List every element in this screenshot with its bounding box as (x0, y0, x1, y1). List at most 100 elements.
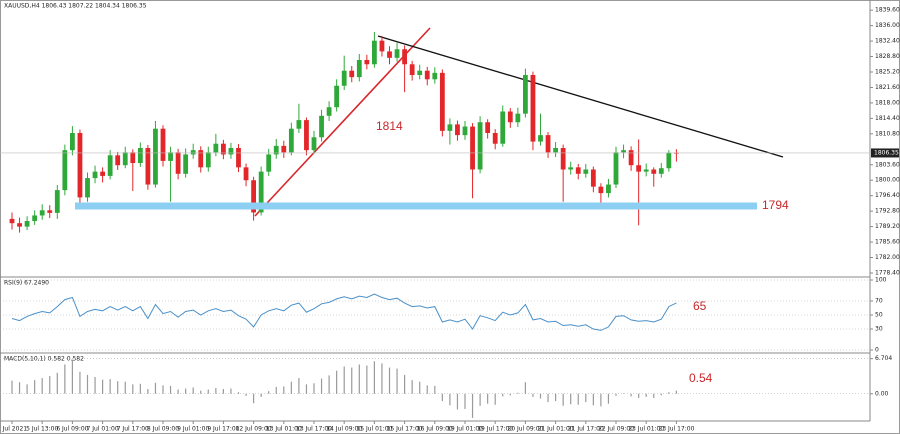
histogram-bar (524, 382, 526, 394)
histogram-bar (351, 367, 353, 394)
candle-body (341, 70, 347, 86)
candle-body (319, 115, 324, 138)
candle-body (190, 150, 196, 155)
candle-body (77, 132, 83, 198)
histogram-bar (570, 393, 572, 405)
candle-body (17, 223, 22, 227)
y-tick-label: 1796.40 (875, 192, 900, 199)
candle-body (613, 152, 619, 185)
histogram-bar (464, 393, 466, 409)
candle-body (221, 143, 226, 155)
candle-body (273, 145, 279, 155)
candle-body (100, 171, 105, 176)
candle-body (130, 152, 136, 164)
histogram-bar (441, 393, 443, 402)
histogram-bar (494, 393, 496, 405)
candle-body (583, 169, 589, 174)
histogram-bar (328, 375, 330, 394)
candle-body (311, 137, 317, 151)
candle-body (107, 155, 113, 176)
candle-body (39, 210, 45, 216)
candle-body (651, 169, 657, 174)
candle-body (92, 171, 98, 179)
x-tick-label: 5 Jul 13:00 (26, 426, 58, 433)
histogram-bar (298, 378, 300, 394)
x-tick-label: 23 Jul 17:00 (658, 426, 694, 433)
histogram-bar (192, 387, 194, 394)
y-tick-label: 1832.40 (875, 38, 900, 45)
histogram-bar (185, 388, 187, 394)
x-tick-label: 21 Jul 01:00 (538, 426, 574, 433)
candle-body (251, 180, 256, 213)
candle-body (643, 169, 649, 172)
x-tick-label: 23 Jul 01:00 (628, 426, 664, 433)
x-tick-label: 7 Jul 01:00 (87, 426, 119, 433)
annotation: 65 (693, 299, 707, 313)
histogram-bar (11, 380, 13, 394)
indicator-title: RSI(9) 67.2490 (4, 280, 49, 287)
candle-body (168, 152, 173, 161)
candle-body (70, 132, 75, 151)
histogram-bar (275, 386, 277, 394)
y-tick-label: 1825.20 (875, 69, 900, 76)
histogram-bar (215, 388, 217, 394)
candle-body (243, 167, 249, 181)
histogram-bar (124, 381, 126, 394)
histogram-bar (577, 393, 579, 405)
histogram-bar (169, 385, 172, 394)
candle-body (523, 75, 528, 114)
histogram-bar (585, 393, 587, 403)
candle-body (85, 178, 90, 198)
candle-body (492, 132, 498, 144)
candle-body (507, 111, 513, 123)
candle-body (538, 135, 543, 142)
candle-body (213, 143, 219, 153)
histogram-bar (388, 367, 391, 394)
candle-body (364, 59, 370, 65)
histogram-bar (607, 393, 610, 404)
candle-body (183, 154, 189, 174)
y-tick-label: 1821.60 (875, 84, 900, 91)
candle-body (160, 128, 166, 161)
y-tick-label: 1839.60 (875, 7, 900, 14)
candle-body (515, 113, 521, 123)
candle-body (281, 145, 287, 153)
candle-body (24, 221, 30, 227)
candle-body (439, 72, 445, 131)
histogram-bar (71, 359, 73, 394)
histogram-bar (411, 380, 413, 394)
histogram-bar (600, 393, 602, 407)
histogram-bar (305, 384, 308, 394)
x-tick-label: 13 Jul 01:00 (266, 426, 302, 433)
histogram-bar (245, 393, 247, 396)
candle-body (153, 128, 158, 185)
y-tick-label: 1800.00 (875, 177, 900, 184)
y-tick-label: 1810.80 (875, 130, 900, 137)
histogram-bar (479, 393, 481, 406)
histogram-bar (426, 385, 428, 394)
candle-body (205, 152, 211, 168)
histogram-bar (200, 390, 202, 394)
histogram-bar (253, 393, 255, 404)
candle-body (462, 126, 468, 136)
candle-body (628, 150, 634, 166)
histogram-bar (630, 393, 632, 397)
candle-body (62, 150, 68, 191)
candle-body (470, 126, 475, 170)
x-tick-label: 16 Jul 09:00 (417, 426, 453, 433)
histogram-bar (162, 385, 164, 394)
histogram-bar (64, 364, 66, 394)
histogram-bar (449, 393, 451, 406)
candle-body (575, 167, 581, 174)
x-tick-label: 15 Jul 17:00 (387, 426, 423, 433)
candle-body (409, 64, 415, 76)
candle-body (54, 190, 60, 213)
histogram-bar (622, 393, 625, 394)
candle-body (424, 70, 430, 80)
x-tick-label: 15 Jul 01:00 (356, 426, 392, 433)
histogram-bar (509, 393, 511, 396)
x-tick-label: 14 Jul 09:00 (326, 426, 362, 433)
candle-body (658, 168, 664, 174)
